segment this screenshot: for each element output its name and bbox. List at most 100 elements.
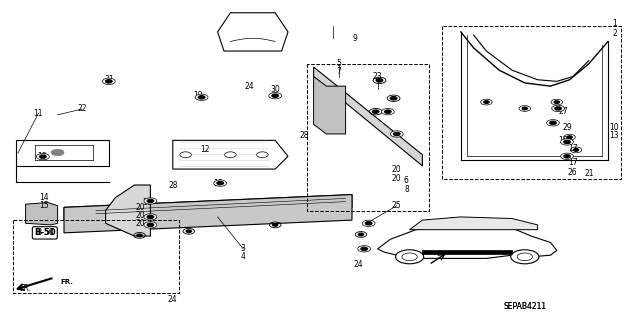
- Circle shape: [396, 250, 424, 264]
- Circle shape: [269, 93, 282, 99]
- Polygon shape: [314, 77, 346, 134]
- Circle shape: [40, 155, 46, 158]
- Circle shape: [225, 152, 236, 158]
- Circle shape: [257, 152, 268, 158]
- Circle shape: [365, 222, 372, 225]
- Polygon shape: [64, 195, 352, 233]
- Circle shape: [564, 155, 570, 158]
- Circle shape: [402, 253, 417, 261]
- Circle shape: [552, 105, 564, 112]
- Polygon shape: [64, 195, 352, 220]
- Text: 17: 17: [568, 144, 578, 153]
- Text: 24: 24: [244, 82, 255, 91]
- Text: 25: 25: [392, 201, 402, 210]
- Circle shape: [390, 131, 403, 137]
- Circle shape: [358, 246, 371, 252]
- Text: 10: 10: [609, 123, 620, 132]
- Text: 15: 15: [38, 201, 49, 210]
- Text: 24: 24: [168, 295, 178, 304]
- Circle shape: [137, 234, 142, 237]
- Circle shape: [147, 199, 154, 203]
- Text: 16: 16: [142, 198, 152, 207]
- Circle shape: [484, 101, 489, 103]
- Circle shape: [214, 180, 227, 186]
- Circle shape: [550, 121, 556, 124]
- Text: 1: 1: [612, 19, 617, 28]
- Text: 4: 4: [241, 252, 246, 261]
- Text: 28: 28: [168, 181, 177, 189]
- Text: SEPAB4211: SEPAB4211: [503, 302, 547, 311]
- Circle shape: [147, 223, 154, 226]
- Circle shape: [390, 97, 397, 100]
- Text: 28: 28: [300, 131, 308, 140]
- Text: 20: 20: [136, 203, 146, 212]
- Circle shape: [362, 220, 375, 226]
- Text: 19: 19: [193, 91, 204, 100]
- Text: 17: 17: [568, 158, 578, 167]
- Polygon shape: [26, 203, 58, 225]
- Text: SEPAB4211: SEPAB4211: [503, 302, 547, 311]
- Text: 5: 5: [337, 59, 342, 68]
- Circle shape: [573, 149, 579, 151]
- Polygon shape: [378, 225, 557, 258]
- Circle shape: [381, 108, 394, 115]
- Text: 21: 21: [584, 169, 593, 178]
- Polygon shape: [410, 217, 538, 230]
- Circle shape: [51, 149, 64, 156]
- Text: 6: 6: [404, 176, 409, 185]
- Text: FR.: FR.: [61, 279, 74, 285]
- Circle shape: [272, 94, 278, 97]
- Text: 20: 20: [392, 174, 402, 183]
- Polygon shape: [106, 185, 150, 236]
- Circle shape: [102, 78, 115, 85]
- Text: 26: 26: [568, 168, 578, 177]
- Circle shape: [180, 152, 191, 158]
- Text: 11: 11: [34, 109, 43, 118]
- Circle shape: [36, 153, 49, 160]
- Text: 14: 14: [38, 193, 49, 202]
- Text: 9: 9: [353, 34, 358, 43]
- Circle shape: [372, 110, 379, 113]
- Circle shape: [144, 198, 157, 204]
- Text: 30: 30: [270, 85, 280, 94]
- Text: 20: 20: [136, 219, 146, 228]
- Text: 29: 29: [563, 123, 573, 132]
- Circle shape: [564, 140, 570, 144]
- Circle shape: [144, 214, 157, 220]
- Text: B-50: B-50: [36, 228, 54, 237]
- Text: 24: 24: [353, 260, 364, 269]
- Circle shape: [144, 222, 157, 228]
- Circle shape: [106, 80, 112, 83]
- Text: 20: 20: [392, 165, 402, 174]
- Text: 12: 12: [200, 145, 209, 154]
- Circle shape: [376, 79, 383, 82]
- Text: 18: 18: [213, 179, 222, 188]
- Circle shape: [561, 153, 573, 160]
- Circle shape: [273, 224, 278, 226]
- Text: 19: 19: [558, 136, 568, 145]
- Circle shape: [561, 139, 573, 145]
- Polygon shape: [422, 250, 512, 254]
- Text: 20: 20: [136, 211, 146, 220]
- Text: B-50: B-50: [34, 228, 56, 237]
- Text: 2: 2: [612, 29, 617, 38]
- Circle shape: [522, 107, 527, 110]
- Circle shape: [361, 247, 367, 250]
- Text: 18: 18: [37, 152, 46, 161]
- Text: 31: 31: [104, 75, 114, 84]
- Text: 22: 22: [77, 104, 86, 113]
- Text: 3: 3: [241, 244, 246, 253]
- Circle shape: [186, 230, 191, 233]
- Circle shape: [198, 96, 205, 99]
- Circle shape: [195, 94, 208, 100]
- Text: 8: 8: [404, 185, 409, 194]
- Circle shape: [511, 250, 539, 264]
- Circle shape: [554, 101, 559, 103]
- Text: 7: 7: [337, 67, 342, 76]
- Circle shape: [385, 110, 391, 113]
- Circle shape: [547, 120, 559, 126]
- Circle shape: [217, 182, 223, 185]
- Circle shape: [358, 233, 364, 236]
- Text: 13: 13: [609, 131, 620, 140]
- Circle shape: [394, 132, 400, 136]
